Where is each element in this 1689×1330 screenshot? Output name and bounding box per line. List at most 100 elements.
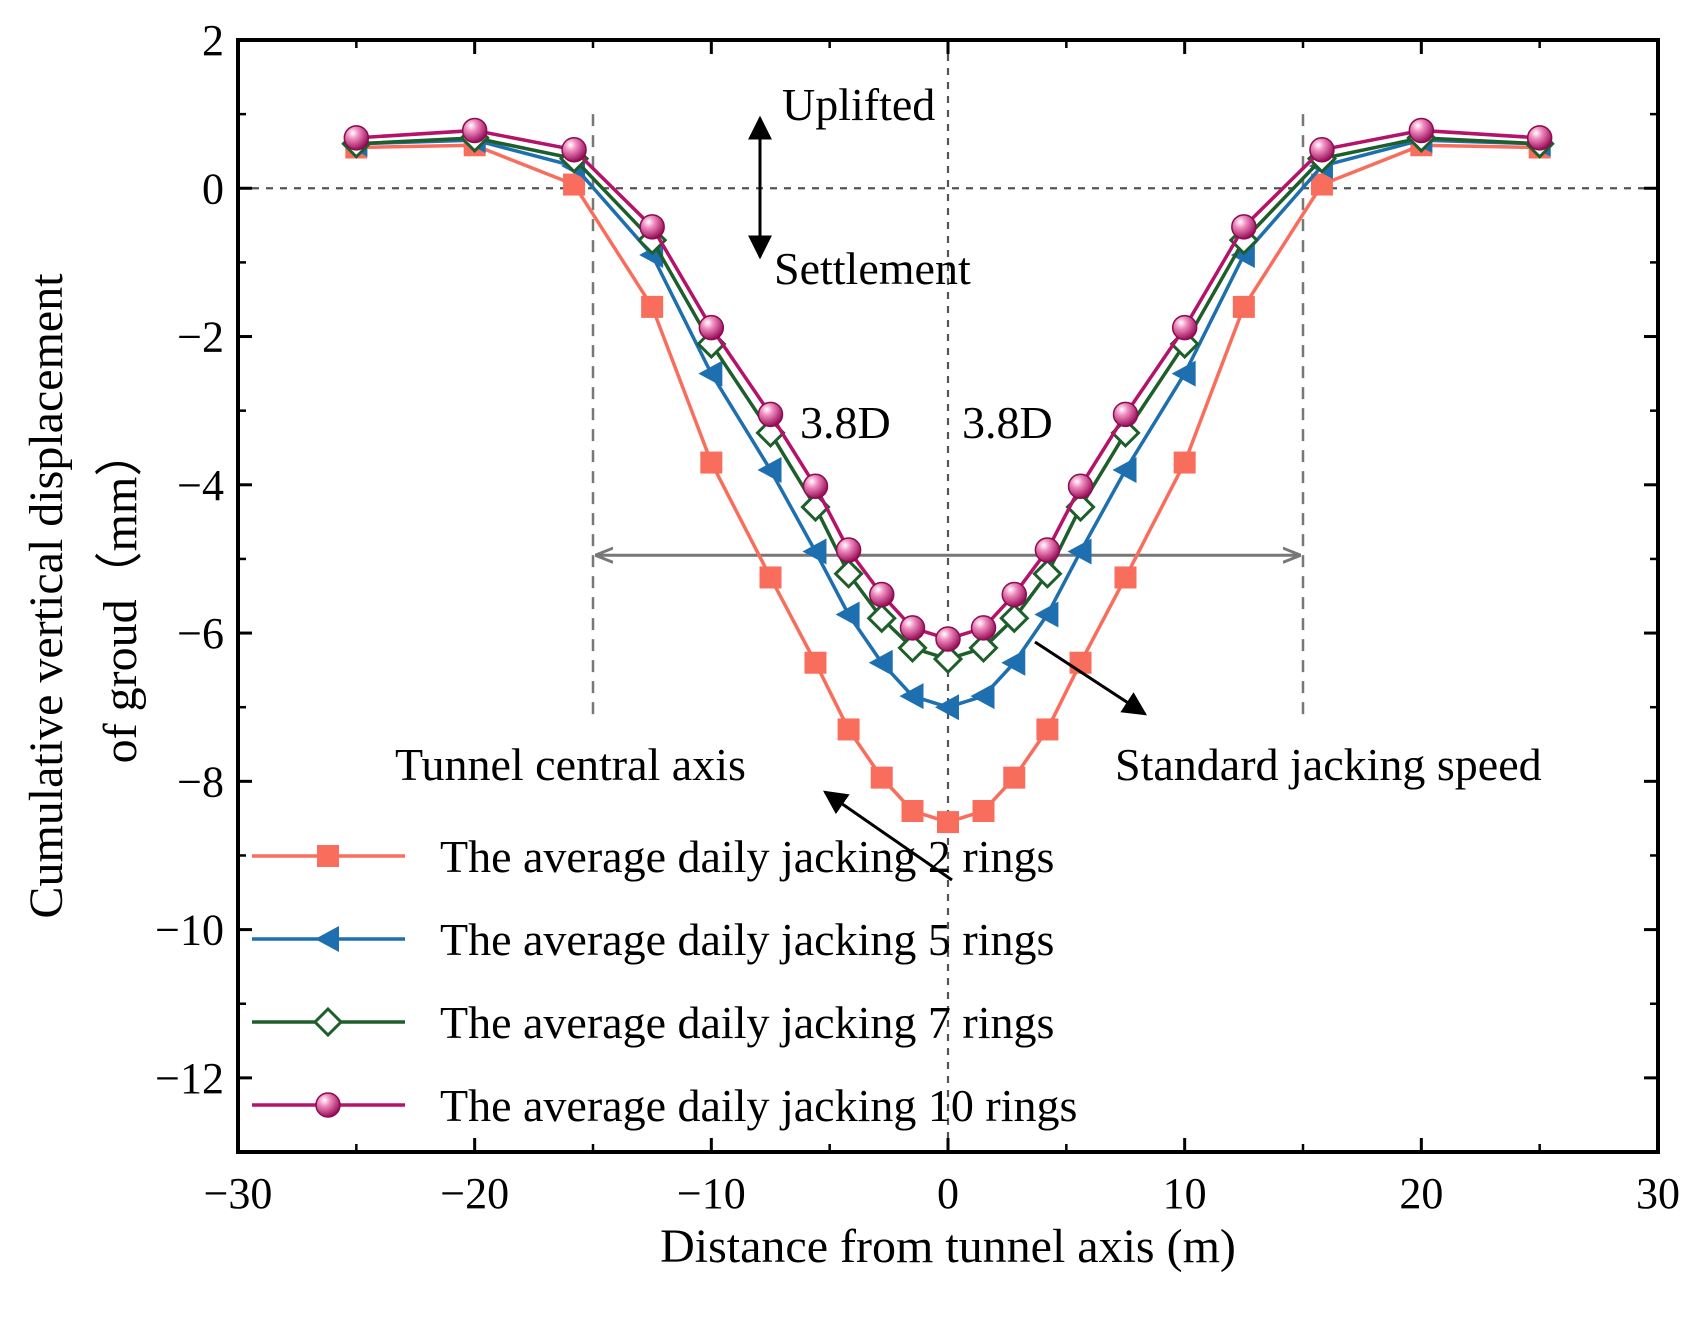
series-1-point [804, 651, 827, 674]
series-3-point [833, 558, 864, 589]
y-tick-label: −8 [177, 757, 224, 806]
y-tick-label: 0 [202, 164, 224, 213]
legend-label: The average daily jacking 5 rings [440, 914, 1054, 965]
x-tick-label: −20 [440, 1169, 509, 1218]
series-4-point [1526, 125, 1553, 151]
series-3-point [968, 632, 999, 664]
x-tick-label: 10 [1163, 1169, 1207, 1218]
legend-swatch-marker [312, 1006, 344, 1038]
series-2-point [1171, 360, 1196, 387]
series-3-point [1032, 558, 1063, 589]
series-1-point [563, 173, 586, 196]
series-2-point [935, 694, 959, 721]
uplifted-label: Uplifted [782, 79, 935, 130]
series-2-point [1034, 601, 1059, 628]
series-1-point [972, 799, 995, 822]
series-1-point [1173, 451, 1196, 474]
series-4-point [461, 117, 488, 144]
series-3-line [356, 136, 1540, 661]
tunnel-central-axis-label: Tunnel central axis [395, 739, 746, 790]
series-1-point [901, 799, 924, 822]
y-tick-label: −4 [177, 461, 224, 510]
series-group [341, 117, 1555, 834]
series-1-point [1003, 766, 1026, 789]
series-1-point [759, 566, 782, 589]
y-tick-label: −10 [155, 906, 224, 955]
x-tick-label: −10 [677, 1169, 746, 1218]
series-2-point [1112, 456, 1137, 483]
series-2-point [899, 683, 924, 710]
series-3-point [932, 643, 964, 675]
series-1-point [937, 811, 959, 834]
series-1-point [1036, 718, 1059, 741]
series-1-point [1114, 566, 1137, 589]
y-tick-label: 2 [202, 16, 224, 65]
settlement-label: Settlement [774, 243, 971, 294]
legend-item-2: The average daily jacking 5 rings [252, 914, 1054, 965]
series-2-point [1001, 649, 1026, 676]
series-4-point [1408, 117, 1435, 144]
series-4-point [343, 125, 370, 151]
series-2-point [970, 683, 995, 710]
standard-speed-arrow [1034, 640, 1148, 716]
series-1-point [837, 718, 860, 741]
legend-label: The average daily jacking 10 rings [440, 1080, 1077, 1131]
y-axis-title-line2: of groud（mm） [94, 429, 147, 764]
series-4-point [1112, 401, 1139, 428]
series-2-point [698, 360, 723, 387]
plot-frame [236, 38, 1660, 1154]
legend-item-1: The average daily jacking 2 rings [252, 831, 1054, 882]
series-1-point [1232, 295, 1255, 318]
y-tick-label: −6 [177, 609, 224, 658]
series-4-point [1231, 214, 1257, 240]
x-tick-label: −30 [204, 1169, 273, 1218]
series-4 [343, 117, 1553, 652]
series-4-point [802, 473, 829, 500]
series-4-point [835, 537, 862, 563]
series-4-point [698, 314, 725, 341]
legend-item-3: The average daily jacking 7 rings [252, 997, 1054, 1048]
series-4-point [1309, 136, 1335, 163]
series-4-point [561, 136, 587, 163]
series-1-point [700, 451, 723, 474]
central-axis-arrow [823, 790, 953, 882]
series-4-point [899, 615, 926, 641]
right-width-label: 3.8D [962, 397, 1053, 448]
y-tick-label: −12 [155, 1054, 224, 1103]
series-1-point [870, 766, 893, 789]
series-4-point [1171, 314, 1198, 341]
series-2-point [1067, 538, 1092, 565]
standard-jacking-speed-label: Standard jacking speed [1115, 739, 1542, 790]
series-4-point [935, 626, 961, 652]
legend: The average daily jacking 2 rings The ave… [252, 831, 1077, 1131]
series-1-point [1310, 173, 1333, 196]
x-tick-label: 20 [1399, 1169, 1443, 1218]
legend-swatch-marker [315, 1092, 341, 1118]
left-width-label: 3.8D [800, 397, 891, 448]
series-4-point [1067, 473, 1094, 500]
legend-swatch-marker [317, 845, 339, 867]
series-4-point [1034, 537, 1061, 563]
series-4-point [639, 214, 665, 240]
series-4-point [757, 401, 784, 428]
legend-item-4: The average daily jacking 10 rings [252, 1080, 1077, 1131]
series-2-point [835, 601, 860, 628]
legend-label: The average daily jacking 2 rings [440, 831, 1054, 882]
series-3-point [866, 603, 897, 634]
series-2-point [868, 649, 893, 676]
series-2-point [757, 456, 782, 483]
series-4-point [868, 581, 895, 608]
x-tick-label: 0 [937, 1169, 959, 1218]
reference-lines [238, 40, 1658, 1152]
series-3-point [897, 632, 928, 664]
series-3-point [999, 603, 1030, 634]
series-1-point [641, 295, 664, 318]
x-tick-label: 30 [1636, 1169, 1680, 1218]
legend-label: The average daily jacking 7 rings [440, 997, 1054, 1048]
legend-swatch-marker [315, 926, 339, 952]
series-2-point [802, 538, 827, 565]
y-tick-label: −2 [177, 313, 224, 362]
series-4-point [970, 615, 997, 641]
